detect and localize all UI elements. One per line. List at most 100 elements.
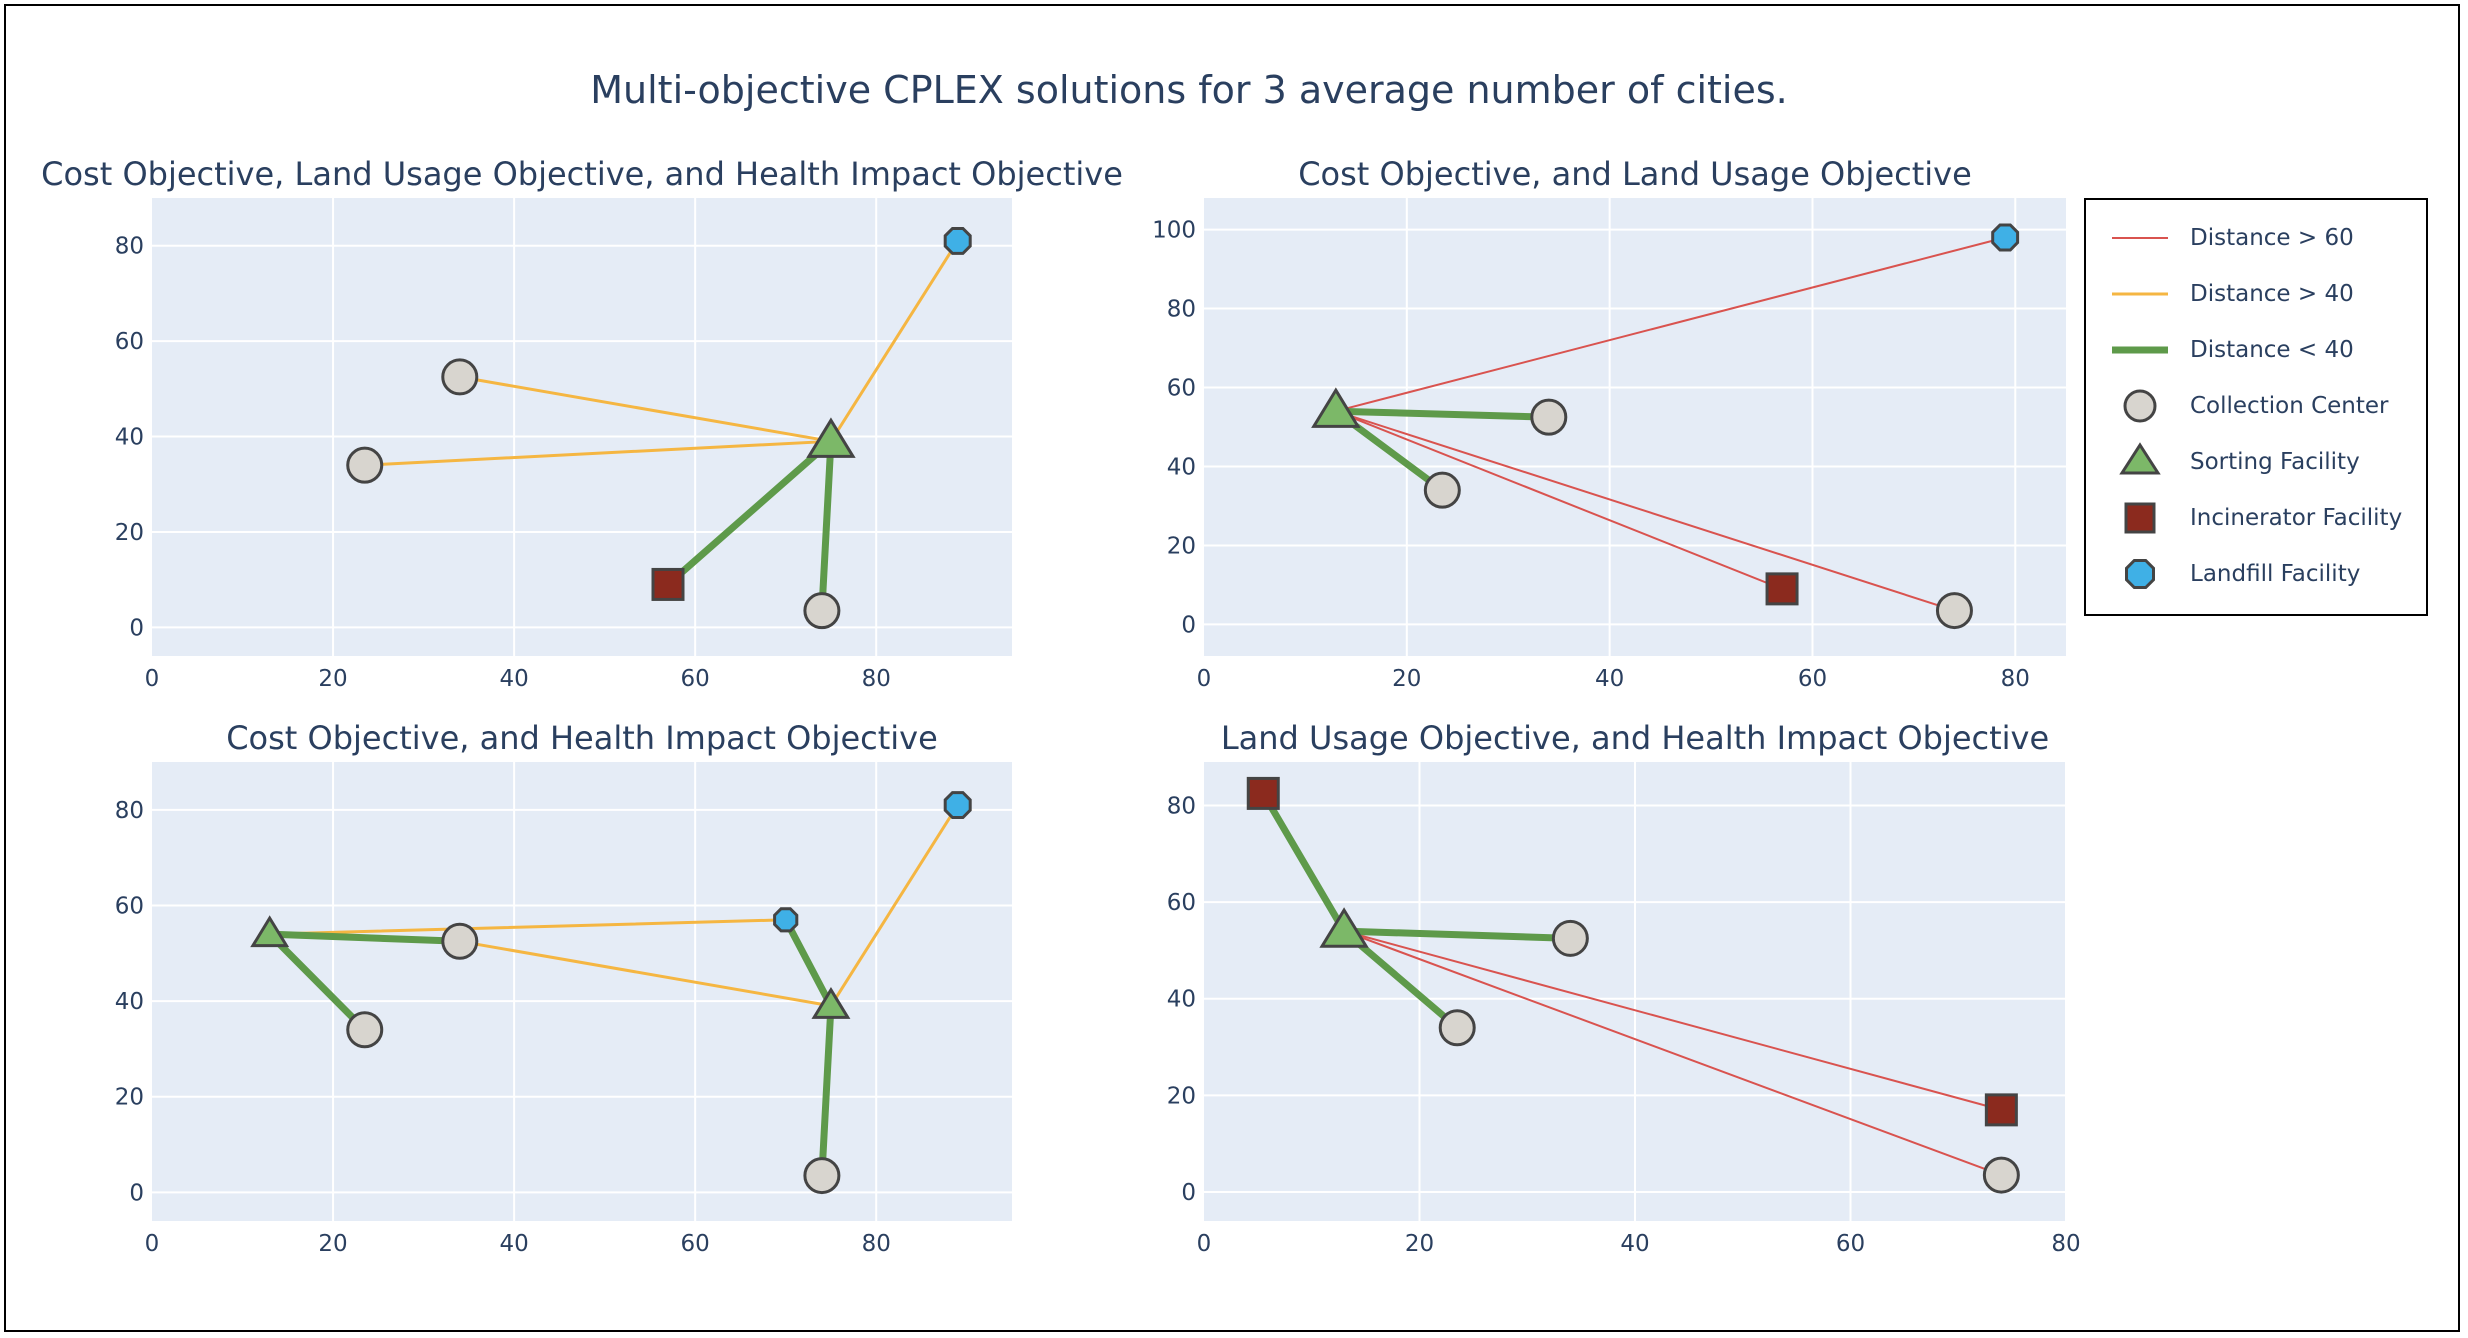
link-line [458, 375, 833, 443]
collection-center-marker [346, 1011, 384, 1049]
y-tick-label: 0 [129, 615, 144, 641]
landfill-facility-marker [943, 227, 972, 255]
sorting-facility-marker [250, 915, 290, 948]
collection-center-marker [803, 592, 841, 630]
x-tick-label: 20 [1405, 1231, 1434, 1257]
link-line [268, 918, 788, 936]
collection-center-marker [1935, 592, 1973, 630]
legend-item-distance-gt-40: Distance > 40 [2086, 266, 2426, 322]
triangle-marker-icon [2119, 442, 2161, 475]
link-line [1340, 927, 1574, 942]
subplot-4: 0 20 40 60 80 0 20 40 60 80 Land Usage Objective, … [1167, 719, 2081, 1257]
link-line [829, 803, 960, 1008]
y-tick-label: 60 [1167, 376, 1196, 402]
legend-label: Distance > 40 [2190, 281, 2354, 307]
x-tick-label: 40 [1620, 1231, 1649, 1257]
y-tick-label: 80 [1167, 297, 1196, 323]
x-tick-label: 80 [862, 1231, 891, 1257]
y-tick-label: 0 [1181, 612, 1196, 638]
y-tick-label: 80 [115, 798, 144, 824]
link-line [1334, 410, 1956, 612]
legend-label: Sorting Facility [2190, 449, 2360, 475]
y-tick-label: 20 [115, 1085, 144, 1111]
x-tick-label: 40 [499, 666, 528, 692]
subplot-title: Land Usage Objective, and Health Impact … [1221, 719, 2049, 757]
y-tick-label: 60 [115, 329, 144, 355]
incinerator-facility-marker [651, 567, 685, 601]
plot-area [152, 762, 1012, 1221]
link-line [1259, 789, 1348, 935]
legend-label: Collection Center [2190, 393, 2389, 419]
legend-item-distance-gt-60: Distance > 60 [2086, 210, 2426, 266]
link-line [818, 1002, 835, 1180]
link-line [1343, 930, 2003, 1177]
y-tick-label: 60 [115, 893, 144, 919]
y-tick-label: 0 [129, 1180, 144, 1206]
figure-title: Multi-objective CPLEX solutions for 3 av… [590, 68, 1788, 112]
link-line [818, 437, 835, 615]
x-tick-label: 80 [2001, 666, 2030, 692]
sorting-facility-marker [1311, 387, 1361, 428]
x-tick-label: 20 [1392, 666, 1421, 692]
sorting-facility-marker [811, 986, 851, 1019]
square-marker-icon [2124, 502, 2156, 534]
subplot-2: 0 20 40 60 80 0 20 40 60 80 100 Cost Objective, and… [1152, 155, 2066, 692]
landfill-facility-marker [773, 907, 799, 933]
sorting-facility-marker [806, 417, 856, 458]
x-tick-label: 40 [499, 1231, 528, 1257]
y-tick-label: 60 [1167, 890, 1196, 916]
link-line [458, 939, 833, 1008]
legend-item-sorting-facility: Sorting Facility [2086, 434, 2426, 490]
collection-center-marker [441, 358, 479, 396]
subplot-title: Cost Objective, and Health Impact Object… [226, 719, 938, 757]
collection-center-marker [1982, 1156, 2020, 1194]
legend-item-distance-lt-40: Distance < 40 [2086, 322, 2426, 378]
x-tick-label: 60 [681, 666, 710, 692]
link-line [1332, 407, 1553, 421]
collection-center-marker [1551, 919, 1589, 957]
subplot-3: 0 20 40 60 80 0 20 40 60 80 Cost Objective, and He… [115, 719, 1012, 1257]
subplot-title: Cost Objective, and Land Usage Objective [1298, 155, 1972, 193]
y-tick-label: 20 [115, 520, 144, 546]
y-tick-label: 80 [115, 234, 144, 260]
collection-center-marker [1423, 471, 1461, 509]
link-line [1343, 930, 2003, 1111]
x-tick-label: 60 [1798, 666, 1827, 692]
legend-label: Incinerator Facility [2190, 505, 2403, 531]
y-tick-label: 20 [1167, 533, 1196, 559]
x-tick-label: 60 [681, 1231, 710, 1257]
x-tick-label: 0 [1197, 666, 1212, 692]
collection-center-marker [441, 922, 479, 960]
x-tick-label: 80 [862, 666, 891, 692]
link-line [363, 439, 833, 467]
collection-center-marker [803, 1157, 841, 1195]
plot-area [152, 198, 1012, 656]
link-line [829, 239, 960, 443]
link-line [1334, 236, 2007, 413]
x-tick-label: 20 [318, 1231, 347, 1257]
legend-item-landfill-facility: Landfill Facility [2086, 546, 2426, 602]
collection-center-marker [1530, 398, 1568, 436]
circle-marker-icon [2123, 389, 2157, 423]
collection-center-marker [346, 446, 384, 484]
subplot-title: Cost Objective, Land Usage Objective, an… [41, 155, 1123, 193]
octagon-marker-icon [2125, 559, 2155, 589]
legend-label: Distance > 60 [2190, 225, 2354, 251]
y-tick-label: 40 [115, 425, 144, 451]
sorting-facility-marker [1319, 907, 1369, 948]
link-line [782, 916, 835, 1010]
x-tick-label: 20 [318, 666, 347, 692]
link-line [1334, 410, 1784, 590]
y-tick-label: 0 [1181, 1180, 1196, 1206]
landfill-facility-marker [943, 791, 972, 819]
collection-center-marker [1438, 1009, 1476, 1047]
y-tick-label: 40 [1167, 987, 1196, 1013]
x-tick-label: 60 [1836, 1231, 1865, 1257]
legend-item-incinerator-facility: Incinerator Facility [2086, 490, 2426, 546]
link-line [266, 930, 464, 945]
x-tick-label: 40 [1595, 666, 1624, 692]
legend-item-collection-center: Collection Center [2086, 378, 2426, 434]
incinerator-facility-marker [1765, 572, 1799, 606]
subplot-1: 0 20 40 60 80 0 20 40 60 80 Cost Objective, Land U… [41, 155, 1123, 692]
